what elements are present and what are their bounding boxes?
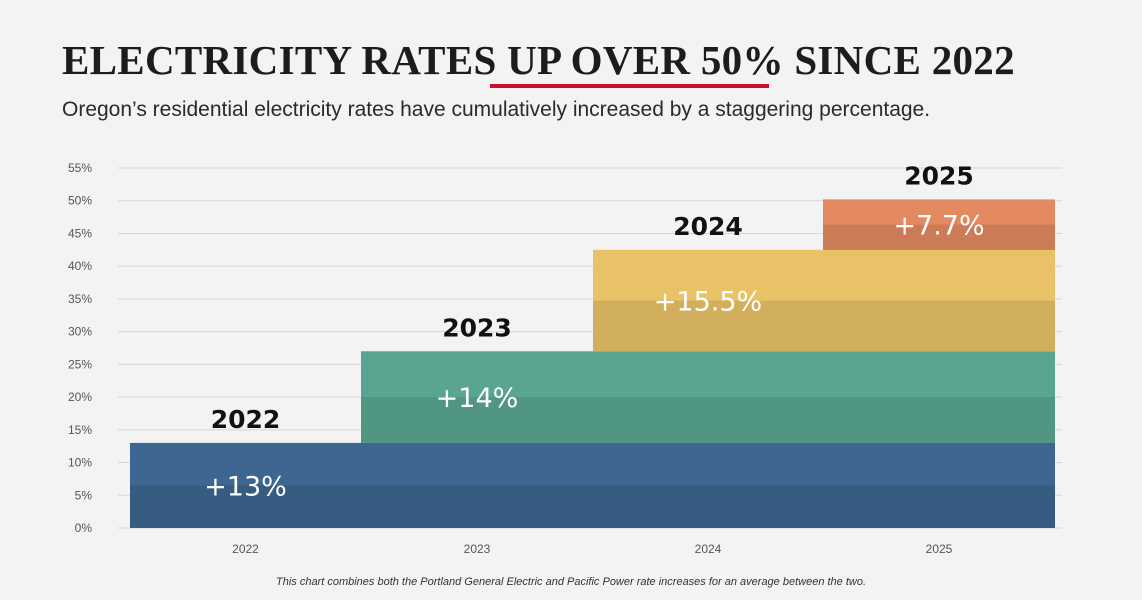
y-tick-label: 35% xyxy=(68,292,92,306)
y-tick-label: 50% xyxy=(68,194,92,208)
increase-label-2023: +14% xyxy=(436,383,519,414)
y-tick-label: 15% xyxy=(68,423,92,437)
x-tick-label: 2022 xyxy=(232,542,259,556)
chart-title: ELECTRICITY RATES UP OVER 50% SINCE 2022 xyxy=(62,37,1015,83)
y-tick-label: 10% xyxy=(68,456,92,470)
increase-label-2022: +13% xyxy=(204,471,287,502)
y-tick-label: 40% xyxy=(68,259,92,273)
bar-segment-shade-2023 xyxy=(361,397,1055,443)
increase-label-2025: +7.7% xyxy=(893,211,984,242)
y-tick-label: 5% xyxy=(75,488,93,502)
title-underline xyxy=(490,84,769,88)
chart-subtitle: Oregon’s residential electricity rates h… xyxy=(62,98,931,121)
increase-label-2024: +15.5% xyxy=(654,287,762,318)
y-tick-label: 0% xyxy=(75,521,93,535)
x-tick-label: 2024 xyxy=(695,542,722,556)
y-tick-label: 20% xyxy=(68,390,92,404)
bar-segment-shade-2025 xyxy=(823,224,1055,250)
y-tick-label: 45% xyxy=(68,226,92,240)
year-label-2024: 2024 xyxy=(673,212,743,241)
y-tick-label: 55% xyxy=(68,161,92,175)
bar-segment-shade-2022 xyxy=(130,485,1055,528)
bar-segment-shade-2024 xyxy=(593,300,1055,352)
x-tick-label: 2023 xyxy=(464,542,491,556)
year-label-2022: 2022 xyxy=(211,405,281,434)
year-label-2025: 2025 xyxy=(904,161,974,190)
chart-footnote: This chart combines both the Portland Ge… xyxy=(275,576,867,588)
y-tick-label: 30% xyxy=(68,325,92,339)
x-tick-label: 2025 xyxy=(926,542,953,556)
year-label-2023: 2023 xyxy=(442,313,512,342)
y-tick-label: 25% xyxy=(68,357,92,371)
